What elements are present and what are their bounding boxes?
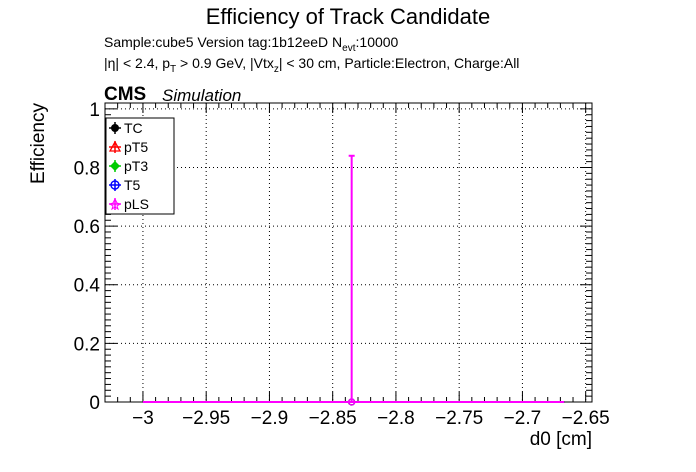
nevt-value: :10000	[355, 34, 399, 50]
legend-marker-pt3	[110, 161, 120, 171]
legend-marker-pls	[108, 197, 122, 211]
x-tick-label: −2.65	[562, 408, 610, 429]
y-tick-label: 0.2	[74, 334, 100, 355]
y-tick-label: 0.4	[74, 276, 101, 297]
cuts-vtx: > 0.9 GeV, |Vtx	[176, 55, 274, 71]
series-point-pls	[348, 398, 356, 406]
legend-label-tc: TC	[124, 120, 143, 136]
x-tick-label: −3	[132, 408, 154, 429]
x-tick-label: −2.95	[182, 408, 230, 429]
legend-label-pt3: pT3	[124, 158, 148, 174]
x-tick-label: −2.9	[251, 408, 289, 429]
sample-text: Sample:cube5 Version tag:1b12eeD N	[104, 34, 343, 50]
selection-cuts: |η| < 2.4, pT > 0.9 GeV, |Vtxz| < 30 cm,…	[104, 55, 519, 75]
legend-marker-pt5	[108, 140, 122, 152]
cms-label: CMS	[104, 84, 147, 105]
y-axis-title: Efficiency	[28, 103, 49, 184]
sample-info: Sample:cube5 Version tag:1b12eeD Nevt:10…	[104, 34, 398, 54]
pt-subscript: T	[170, 63, 177, 75]
legend-marker-tc	[111, 124, 119, 132]
chart-title: Efficiency of Track Candidate	[205, 4, 491, 29]
cuts-eta-pt: |η| < 2.4, p	[104, 55, 171, 71]
y-tick-label: 0.6	[74, 217, 100, 238]
cuts-particle: | < 30 cm, Particle:Electron, Charge:All	[278, 55, 520, 71]
legend-label-t5: T5	[124, 177, 141, 193]
x-tick-label: −2.7	[504, 408, 542, 429]
legend-label-pls: pLS	[124, 196, 149, 212]
plot-frame	[104, 102, 593, 403]
nevt-subscript: evt	[342, 42, 356, 54]
legend-marker-t5	[110, 180, 120, 190]
x-tick-label: −2.8	[377, 408, 415, 429]
simulation-label: Simulation	[162, 86, 242, 105]
y-tick-label: 0	[89, 393, 100, 414]
y-tick-label: 1	[89, 100, 100, 121]
vtx-subscript: z	[273, 63, 279, 75]
x-tick-label: −2.75	[435, 408, 483, 429]
series-pls	[142, 154, 565, 406]
y-tick-label: 0.8	[74, 158, 100, 179]
legend-label-pt5: pT5	[124, 139, 148, 155]
x-tick-label: −2.85	[309, 408, 357, 429]
x-axis-title: d0 [cm]	[530, 429, 592, 450]
